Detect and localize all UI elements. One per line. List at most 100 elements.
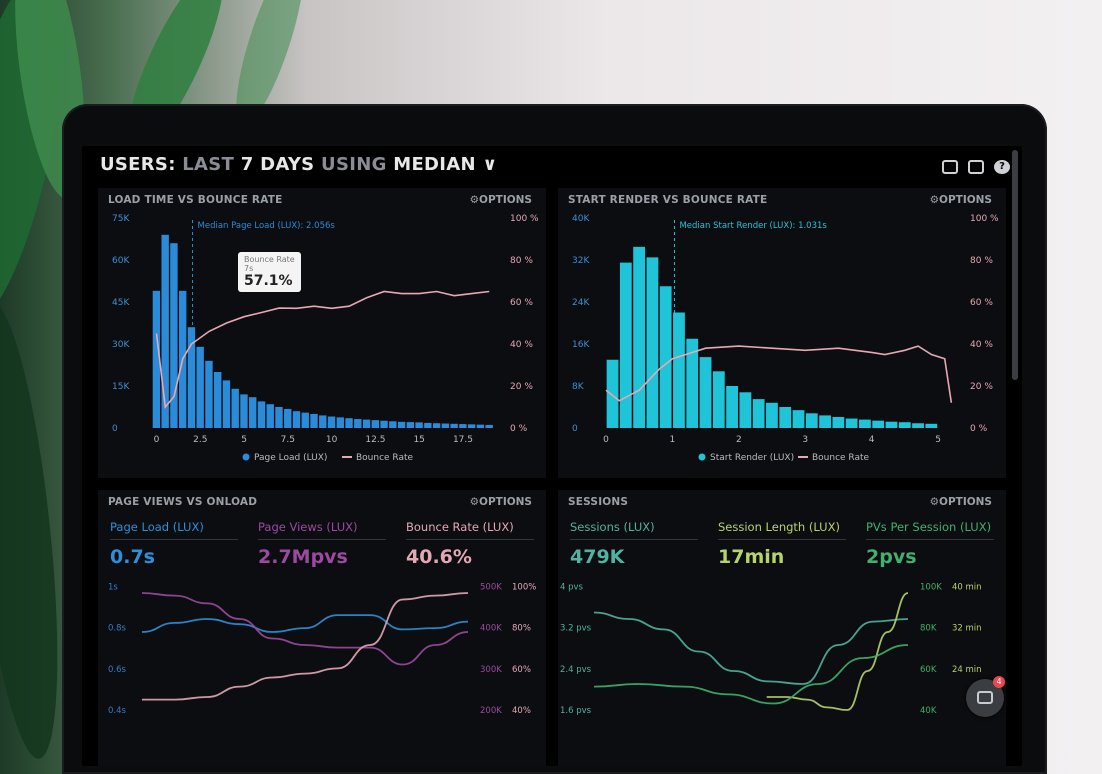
x-tick-label: 15: [413, 435, 424, 445]
bar: [196, 346, 204, 428]
header-icons: ?: [942, 160, 1010, 174]
bar: [485, 424, 493, 428]
y3-tick-label: 32 min: [952, 624, 982, 634]
bar: [389, 421, 397, 428]
kpi-divider: [406, 539, 534, 540]
bar: [310, 414, 318, 428]
y2-tick-label: 100 %: [510, 214, 539, 224]
median-label: Median Start Render (LUX): 1.031s: [679, 221, 827, 231]
bar: [424, 422, 432, 428]
kpi-label: Page Views (LUX): [258, 520, 358, 534]
bar: [606, 359, 619, 428]
y-tick-label: 0.4s: [108, 706, 127, 716]
y2-tick-label: 20 %: [970, 382, 993, 392]
chart-icon[interactable]: [968, 160, 984, 174]
y2-tick-label: 60K: [920, 665, 937, 675]
y-tick-label: 15K: [112, 382, 130, 392]
kpi-label: Sessions (LUX): [570, 520, 655, 534]
series-line: [766, 592, 909, 711]
bar: [222, 380, 231, 428]
x-tick-label: 5: [241, 435, 247, 445]
legend-label: Page Load (LUX): [254, 453, 327, 463]
bar: [872, 420, 885, 428]
y-tick-label: 1s: [108, 583, 118, 593]
kpi-divider: [258, 539, 386, 540]
bar: [205, 360, 213, 428]
bar: [301, 412, 309, 428]
panel-title: SESSIONS: [568, 496, 629, 508]
bar: [319, 415, 327, 428]
y3-tick-label: 40%: [512, 706, 531, 716]
series-line: [593, 644, 909, 705]
kpi-value: 0.7s: [110, 546, 155, 568]
bar: [152, 290, 161, 428]
kpi-value: 17min: [718, 546, 785, 568]
bar: [380, 420, 388, 428]
chevron-down-icon[interactable]: ∨: [482, 154, 498, 175]
series-line: [142, 592, 469, 701]
bar: [266, 404, 274, 428]
y2-tick-label: 400K: [480, 624, 502, 634]
monitor-icon[interactable]: [942, 160, 958, 174]
y2-tick-label: 20 %: [510, 382, 533, 392]
kpi-divider: [570, 539, 698, 540]
y2-tick-label: 300K: [480, 665, 502, 675]
bar: [231, 388, 239, 428]
bar: [912, 423, 924, 428]
bar: [362, 419, 371, 428]
y-tick-label: 75K: [112, 214, 130, 224]
y-tick-label: 0: [112, 424, 118, 434]
bar: [354, 419, 362, 428]
panel-load-time: LOAD TIME VS BOUNCE RATE OPTIONS 0 15K 30K…: [98, 188, 546, 478]
page-views-chart: 0.4s 0.6s 0.8s 1s 200K 300K 400K 500K 40% 60% 80% 1…: [108, 583, 536, 717]
bar: [845, 418, 858, 428]
y2-tick-label: 80 %: [510, 256, 533, 266]
options-button[interactable]: OPTIONS: [930, 496, 992, 508]
bar: [249, 397, 257, 428]
series-line: [141, 614, 469, 633]
options-button[interactable]: OPTIONS: [930, 194, 992, 206]
kpi-label: Session Length (LUX): [718, 520, 840, 534]
kpi-value: 2pvs: [866, 546, 917, 568]
y2-tick-label: 0 %: [510, 424, 528, 434]
bar: [327, 416, 336, 428]
bar: [766, 402, 778, 428]
bar: [712, 371, 725, 428]
options-button[interactable]: OPTIONS: [470, 496, 532, 508]
kpi-block: Bounce Rate (LUX) 40.6%: [406, 520, 534, 568]
y-tick-label: 1.6 pvs: [560, 706, 592, 716]
page-title[interactable]: USERS: LAST 7 DAYS USING MEDIAN ∨: [100, 154, 498, 175]
bar: [619, 262, 632, 428]
bar: [371, 420, 380, 428]
y2-tick-label: 0 %: [970, 424, 988, 434]
bar: [686, 338, 699, 428]
bar: [161, 234, 169, 428]
bar: [415, 422, 423, 428]
y2-tick-label: 40 %: [510, 340, 533, 350]
kpi-divider: [110, 539, 238, 540]
bar: [432, 423, 441, 428]
panel-page-views: PAGE VIEWS VS ONLOAD OPTIONS Page Load (…: [98, 490, 546, 766]
x-tick-label: 10: [326, 435, 338, 445]
y2-tick-label: 200K: [480, 706, 502, 716]
chat-button[interactable]: 4: [966, 676, 1005, 717]
bounce-rate-line: [155, 290, 490, 409]
panel-title: LOAD TIME VS BOUNCE RATE: [108, 194, 283, 206]
bar: [805, 413, 818, 428]
y3-tick-label: 40 min: [952, 583, 982, 593]
bar: [819, 415, 831, 428]
options-button[interactable]: OPTIONS: [470, 194, 532, 206]
y2-tick-label: 100 %: [970, 214, 999, 224]
legend-label: Bounce Rate: [812, 453, 870, 463]
bar: [406, 422, 415, 428]
bar: [739, 392, 752, 428]
panel-start-render: START RENDER VS BOUNCE RATE OPTIONS 0 8K 1…: [558, 188, 1006, 478]
scrollbar[interactable]: [1012, 150, 1018, 380]
bar: [726, 386, 738, 428]
y2-tick-label: 40K: [920, 706, 937, 716]
bar: [752, 399, 765, 428]
x-tick-label: 0: [154, 435, 160, 445]
kpi-divider: [866, 539, 994, 540]
bar: [633, 246, 646, 428]
help-icon[interactable]: ?: [994, 160, 1010, 174]
